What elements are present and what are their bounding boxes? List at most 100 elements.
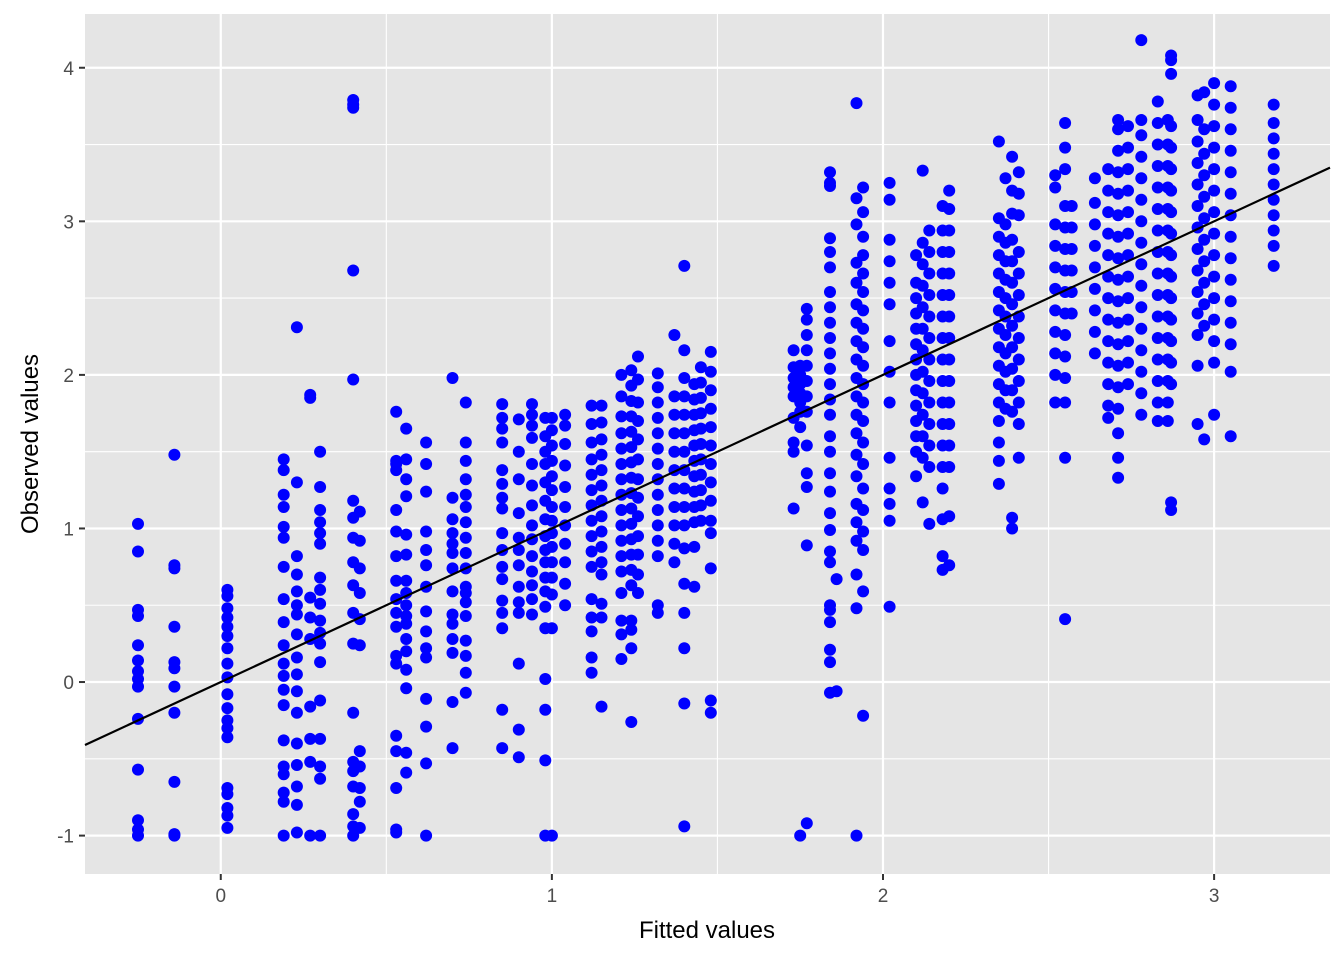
data-point (1151, 332, 1164, 344)
data-point (678, 344, 691, 357)
data-point (824, 378, 836, 391)
data-point (824, 507, 836, 520)
data-point (1012, 375, 1025, 387)
data-point (390, 405, 403, 418)
data-point (545, 411, 558, 424)
data-point (512, 723, 525, 736)
data-point (420, 625, 433, 638)
data-point (559, 577, 572, 590)
data-point (1151, 415, 1164, 427)
data-point (290, 568, 303, 581)
data-point (704, 365, 717, 378)
data-point (1208, 98, 1221, 111)
data-point (992, 454, 1005, 467)
data-point (221, 657, 234, 670)
data-point (883, 335, 896, 348)
data-point (936, 482, 949, 495)
data-point (615, 565, 628, 578)
data-point (277, 464, 290, 477)
data-point (585, 625, 598, 638)
data-point (277, 829, 290, 842)
data-point (1112, 359, 1125, 372)
data-point (787, 436, 800, 449)
data-point (1135, 279, 1148, 292)
data-point (496, 502, 509, 515)
data-point (651, 488, 664, 501)
data-point (1135, 129, 1148, 142)
reference-line (84, 166, 1331, 746)
data-point (615, 427, 628, 440)
data-point (704, 562, 717, 575)
data-point (221, 611, 234, 624)
data-point (459, 488, 472, 501)
data-point (943, 203, 956, 215)
data-point (459, 396, 472, 409)
data-point (446, 742, 459, 755)
data-point (353, 745, 366, 758)
data-point (1122, 313, 1134, 326)
data-point (923, 246, 936, 258)
data-point (800, 390, 813, 403)
data-point (824, 445, 836, 458)
data-point (1102, 184, 1115, 197)
data-point (678, 697, 691, 710)
data-point (1151, 117, 1164, 129)
data-point (168, 775, 181, 788)
data-point (704, 439, 717, 452)
data-point (496, 742, 509, 755)
data-point (539, 754, 552, 767)
data-point (347, 494, 360, 507)
data-point (923, 332, 936, 344)
data-point (1267, 224, 1280, 237)
data-point (496, 527, 509, 540)
data-point (496, 464, 509, 477)
data-point (1122, 163, 1134, 176)
data-point (1102, 335, 1115, 348)
data-point (824, 246, 836, 258)
data-point (883, 497, 896, 510)
data-point (221, 731, 234, 744)
data-point (132, 545, 144, 558)
data-point (632, 587, 644, 599)
data-point (1208, 227, 1221, 240)
data-point (353, 760, 366, 773)
data-point (1112, 144, 1125, 157)
data-point (1224, 316, 1237, 329)
data-point (1191, 178, 1204, 191)
data-point (1165, 67, 1178, 80)
data-point (1151, 203, 1164, 215)
data-point (678, 642, 691, 655)
data-point (400, 528, 413, 541)
data-point (420, 605, 433, 618)
data-point (1006, 276, 1019, 289)
data-point (850, 568, 863, 581)
data-point (615, 390, 628, 403)
data-point (1135, 408, 1148, 421)
data-point (857, 544, 870, 556)
data-point (400, 633, 413, 645)
data-point (221, 620, 234, 633)
data-point (526, 419, 538, 432)
y-tick-label: 2 (63, 366, 74, 387)
data-point (800, 817, 813, 830)
data-point (615, 442, 628, 455)
data-point (632, 373, 644, 386)
data-point (168, 829, 181, 842)
data-point (1267, 259, 1280, 272)
data-point (290, 759, 303, 771)
data-point (526, 479, 538, 492)
data-point (668, 408, 681, 421)
data-point (824, 603, 836, 616)
data-point (559, 459, 572, 472)
data-point (1049, 282, 1062, 295)
data-point (314, 597, 327, 610)
data-point (526, 431, 538, 444)
data-point (1191, 157, 1204, 169)
data-point (632, 491, 644, 504)
data-point (943, 461, 956, 473)
data-point (390, 826, 403, 839)
x-axis-ticks: 0 1 2 3 (215, 874, 1219, 907)
data-point (314, 527, 327, 540)
data-point (446, 646, 459, 659)
x-tick-label: 2 (878, 886, 889, 907)
